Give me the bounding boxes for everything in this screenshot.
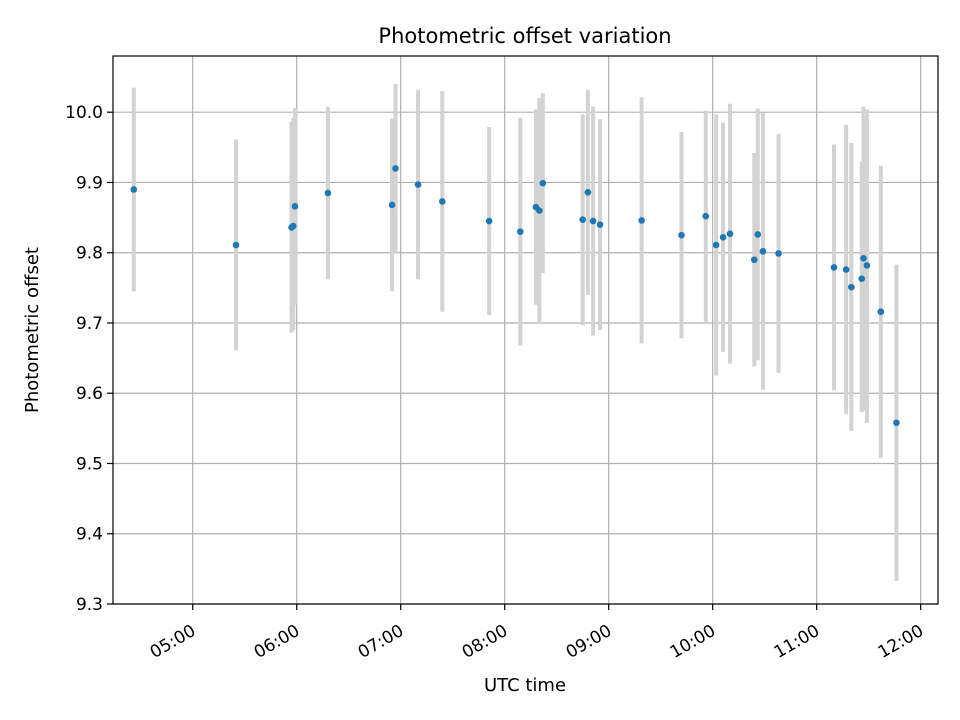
- data-point: [638, 217, 645, 224]
- data-point: [392, 165, 399, 172]
- data-point: [324, 189, 332, 197]
- data-point: [579, 216, 586, 223]
- chart-title: Photometric offset variation: [378, 24, 671, 48]
- data-point: [414, 181, 422, 188]
- data-point: [485, 217, 493, 225]
- data-point: [877, 308, 885, 316]
- data-point: [893, 419, 900, 427]
- data-point: [863, 262, 871, 269]
- y-tick-label: 9.5: [76, 454, 103, 474]
- data-point: [289, 222, 297, 230]
- data-point: [759, 248, 767, 255]
- data-point: [536, 207, 543, 214]
- data-point: [517, 228, 524, 235]
- data-point: [830, 264, 838, 271]
- data-point: [232, 241, 240, 249]
- data-point: [388, 201, 396, 209]
- y-tick-label: 9.6: [76, 384, 103, 404]
- data-point: [750, 256, 758, 264]
- data-point: [130, 186, 138, 193]
- y-tick-label: 9.9: [76, 173, 103, 193]
- plot-frame: [112, 55, 939, 605]
- data-point: [439, 198, 446, 205]
- grid: [113, 56, 938, 605]
- data-point: [858, 275, 866, 283]
- y-axis-label: Photometric offset: [22, 247, 43, 413]
- data-point: [584, 188, 592, 196]
- data-point: [860, 255, 867, 262]
- y-tick-label: 9.8: [76, 244, 103, 264]
- y-tick-label: 9.4: [76, 525, 103, 545]
- data-points: [130, 165, 900, 427]
- data-point: [775, 250, 782, 257]
- data-point: [754, 231, 762, 238]
- data-point: [702, 212, 710, 220]
- y-tick-label: 9.3: [76, 595, 103, 615]
- y-tick-label: 10.0: [65, 103, 103, 123]
- data-point: [712, 241, 720, 249]
- x-axis-label: UTC time: [484, 675, 566, 696]
- data-point: [291, 203, 299, 210]
- data-point: [678, 231, 685, 239]
- y-axis-ticks: 9.3 9.4 9.5 9.6 9.7 9.8 9.9 10.0: [65, 103, 113, 615]
- data-point: [842, 266, 850, 273]
- data-point: [719, 233, 727, 241]
- data-point: [589, 217, 597, 225]
- data-point: [539, 179, 547, 187]
- data-point: [726, 230, 734, 238]
- data-point: [848, 283, 855, 291]
- y-tick-label: 9.7: [76, 314, 103, 334]
- data-point: [596, 221, 604, 228]
